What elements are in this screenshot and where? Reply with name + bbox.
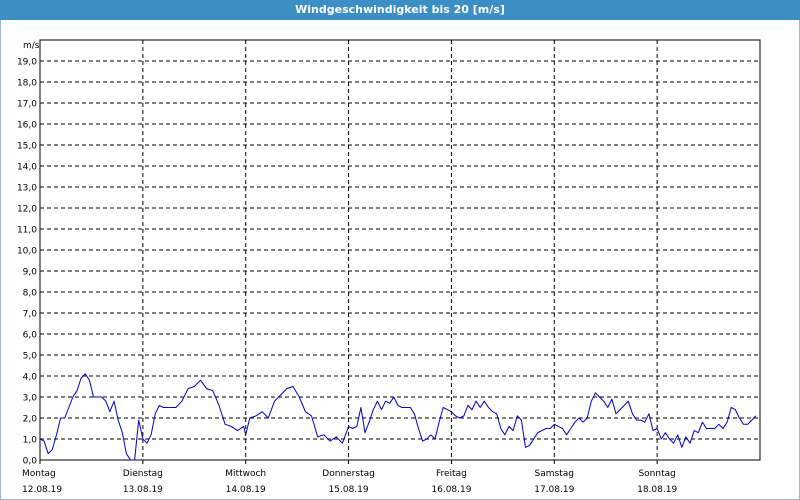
- x-day-label: Dienstag: [123, 469, 163, 479]
- y-axis-ticks: 0,0 1,0 2,0 3,0 4,0 5,0 6,0 7,0 8,0 9,0 10,0 11,0 12…: [17, 58, 37, 467]
- y-tick-label: 0,0: [23, 457, 38, 467]
- y-tick-label: 18,0: [17, 79, 37, 89]
- plot-frame: [39, 39, 761, 461]
- y-axis-unit-label: m/s: [23, 41, 40, 51]
- y-tick-label: 2,0: [23, 415, 38, 425]
- y-tick-label: 16,0: [17, 121, 37, 131]
- x-date-label: 12.08.19: [22, 485, 62, 495]
- x-date-label: 15.08.19: [329, 485, 369, 495]
- x-day-label: Freitag: [436, 469, 467, 479]
- x-day-label: Mittwoch: [225, 469, 266, 479]
- y-tick-label: 17,0: [17, 100, 37, 110]
- x-date-label: 13.08.19: [123, 485, 163, 495]
- x-day-label: Sonntag: [638, 469, 675, 479]
- y-tick-label: 5,0: [23, 352, 38, 362]
- grid-lines: [39, 40, 760, 464]
- y-tick-label: 14,0: [17, 163, 37, 173]
- y-tick-label: 13,0: [17, 184, 37, 194]
- y-tick-label: 7,0: [23, 310, 38, 320]
- x-day-label: Samstag: [535, 469, 574, 479]
- y-tick-label: 8,0: [23, 289, 38, 299]
- y-tick-label: 4,0: [23, 373, 38, 383]
- window-title-bar: Windgeschwindigkeit bis 20 [m/s]: [0, 0, 800, 20]
- x-axis-day-labels: Montag 12.08.19 Dienstag 13.08.19 Mittwoch 14…: [22, 469, 677, 495]
- x-day-label: Montag: [22, 469, 56, 479]
- x-date-label: 17.08.19: [534, 485, 574, 495]
- y-tick-label: 10,0: [17, 247, 37, 257]
- y-tick-label: 12,0: [17, 205, 37, 215]
- y-tick-label: 11,0: [17, 226, 37, 236]
- y-tick-label: 9,0: [23, 268, 38, 278]
- x-date-label: 18.08.19: [637, 485, 677, 495]
- x-day-label: Donnerstag: [322, 469, 375, 479]
- wind-speed-line: [39, 373, 757, 461]
- y-tick-label: 3,0: [23, 394, 38, 404]
- y-tick-label: 6,0: [23, 331, 38, 341]
- y-tick-label: 15,0: [17, 142, 37, 152]
- y-tick-label: 1,0: [23, 436, 38, 446]
- y-tick-label: 19,0: [17, 58, 37, 68]
- x-date-label: 14.08.19: [226, 485, 266, 495]
- data-series: [39, 373, 757, 461]
- x-date-label: 16.08.19: [431, 485, 471, 495]
- window-title: Windgeschwindigkeit bis 20 [m/s]: [295, 3, 505, 16]
